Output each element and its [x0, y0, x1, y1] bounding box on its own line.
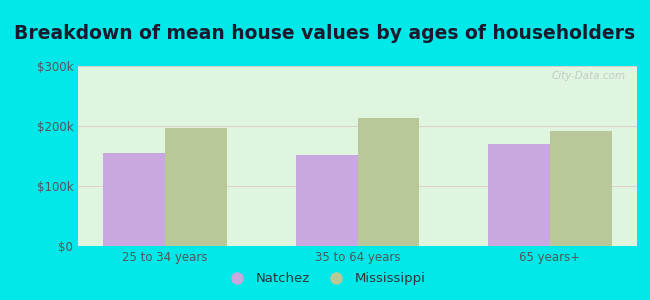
Text: Breakdown of mean house values by ages of householders: Breakdown of mean house values by ages o…: [14, 24, 636, 43]
Bar: [296, 155, 358, 246]
Bar: [103, 153, 165, 246]
Legend: Natchez, Mississippi: Natchez, Mississippi: [219, 267, 431, 290]
Bar: [165, 128, 227, 246]
Bar: [358, 118, 419, 246]
Bar: [488, 144, 550, 246]
Bar: [550, 131, 612, 246]
Text: City-Data.com: City-Data.com: [552, 71, 626, 81]
